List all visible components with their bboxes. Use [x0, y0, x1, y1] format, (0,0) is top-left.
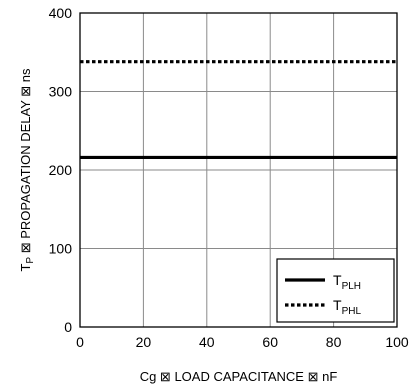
y-axis-title: TP ⊠ PROPAGATION DELAY ⊠ ns [18, 68, 36, 272]
y-tick-label: 100 [49, 241, 73, 257]
legend-box [276, 258, 395, 323]
x-tick-label: 100 [385, 334, 409, 350]
y-tick-label: 300 [49, 84, 73, 100]
legend-label-tphl: TPHL [333, 297, 361, 317]
x-axis-title: Cg ⊠ LOAD CAPACITANCE ⊠ nF [140, 369, 338, 384]
x-tick-labels: 0 20 40 60 80 100 [76, 334, 409, 350]
x-tick-label: 20 [136, 334, 152, 350]
y-axis-title-main: T [18, 264, 33, 272]
x-tick-label: 0 [76, 334, 84, 350]
y-tick-labels: 0 100 200 300 400 [49, 5, 73, 335]
grid [80, 13, 397, 327]
x-tick-label: 60 [262, 334, 278, 350]
plot-frame [79, 12, 398, 328]
x-tick-label: 80 [326, 334, 342, 350]
legend-label-tplh: TPLH [333, 272, 361, 292]
y-axis-title-rest: ⊠ PROPAGATION DELAY ⊠ ns [18, 68, 33, 257]
x-tick-label: 40 [199, 334, 215, 350]
y-tick-label: 400 [49, 5, 73, 21]
series-group [80, 60, 397, 160]
y-tick-label: 200 [49, 162, 73, 178]
legend: TPLH TPHL [276, 258, 395, 323]
y-tick-label: 0 [64, 319, 72, 335]
y-axis-title-sub: P [25, 257, 36, 264]
